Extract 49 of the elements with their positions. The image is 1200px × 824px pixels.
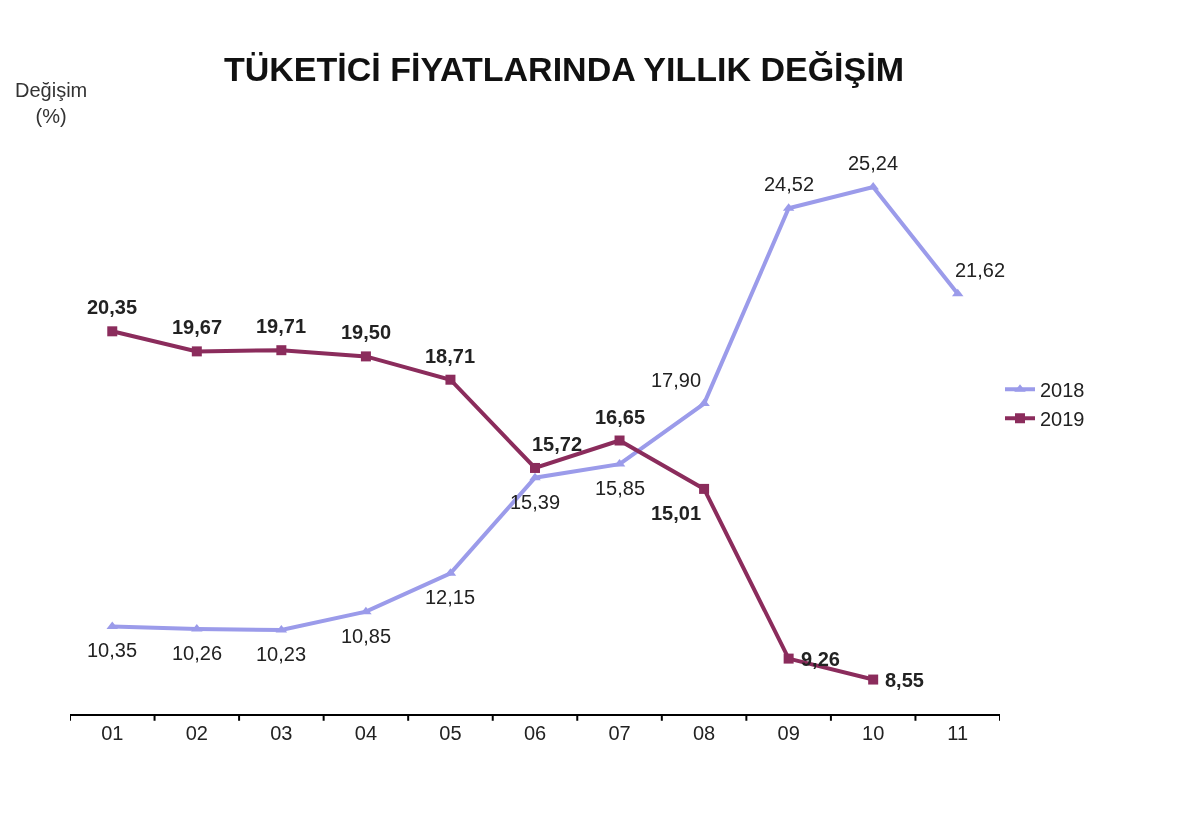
- point: [530, 462, 540, 473]
- x-tick-label: 06: [523, 722, 547, 744]
- legend-label: 2019: [1040, 408, 1085, 431]
- data-label: 12,15: [425, 586, 476, 608]
- x-tick-label: 05: [439, 722, 462, 744]
- data-label: 18,71: [425, 345, 476, 367]
- data-label: 10,23: [256, 643, 307, 665]
- point: [276, 345, 287, 356]
- x-tick-label: 01: [101, 722, 124, 744]
- x-tick-label: 11: [947, 722, 969, 744]
- chart-title: TÜKETİCİ FİYATLARINDA YILLIK DEĞİŞİM: [223, 50, 905, 89]
- data-label: 17,90: [651, 369, 702, 391]
- legend-label: 2018: [1040, 379, 1085, 402]
- point: [360, 606, 372, 615]
- point: [783, 653, 794, 664]
- data-label: 15,72: [532, 433, 583, 455]
- point: [868, 674, 879, 685]
- data-label: 24,52: [764, 173, 815, 195]
- x-tick-label: 09: [777, 722, 800, 744]
- x-tick-label: 10: [862, 722, 885, 744]
- data-label: 10,85: [341, 625, 392, 647]
- data-label: 10,35: [87, 639, 138, 661]
- x-tick-label: 08: [692, 722, 716, 744]
- point: [445, 374, 456, 385]
- point: [360, 351, 371, 362]
- point: [191, 346, 202, 357]
- data-label: 25,24: [848, 152, 899, 174]
- data-label: 19,71: [256, 315, 307, 337]
- point: [698, 398, 710, 407]
- point: [699, 483, 710, 494]
- data-label: 15,01: [651, 502, 702, 524]
- point: [107, 326, 118, 337]
- data-label: 9,26: [801, 648, 840, 670]
- point: [529, 472, 541, 481]
- x-tick-label: 07: [608, 722, 631, 744]
- data-label: 20,35: [87, 296, 138, 318]
- data-label: 15,39: [510, 491, 561, 513]
- data-label: 21,62: [955, 259, 1006, 281]
- x-tick-label: 02: [185, 722, 208, 744]
- x-tick-label: 03: [270, 722, 293, 744]
- data-label: 16,65: [595, 406, 646, 428]
- point: [614, 435, 625, 446]
- y-axis-title: Değişim (%): [15, 79, 88, 127]
- data-label: 19,67: [172, 316, 223, 338]
- data-label: 10,26: [172, 642, 223, 664]
- data-label: 8,55: [885, 669, 924, 691]
- data-label: 19,50: [341, 321, 392, 343]
- data-label: 15,85: [595, 477, 646, 499]
- x-tick-label: 04: [354, 722, 378, 744]
